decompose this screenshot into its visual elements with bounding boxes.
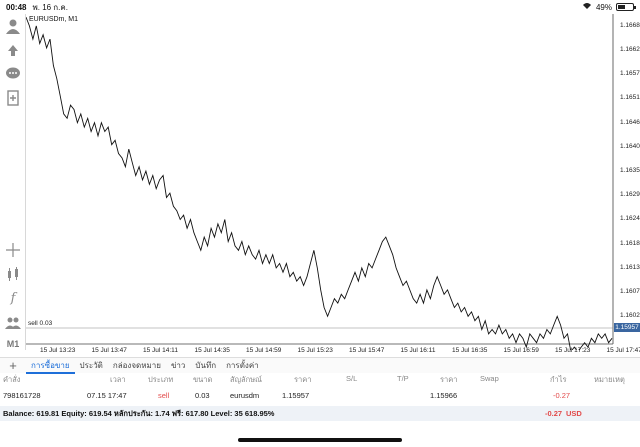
price-tick-label: 1.16625 (620, 46, 640, 54)
table-header: คำสั่ง เวลา ประเภท ขนาด สัญลักษณ์ ราคา S… (0, 374, 640, 388)
col-sl: S/L (346, 374, 358, 383)
time-tick-label: 15 Jul 15:23 (297, 347, 333, 354)
crosshair-icon[interactable] (5, 242, 21, 258)
chart-canvas (26, 14, 614, 350)
col-cur-price: ราคา (440, 375, 458, 384)
price-tick-label: 1.16350 (620, 167, 640, 175)
tab-news[interactable]: ข่าว (170, 360, 186, 370)
price-tick-label: 1.16020 (620, 312, 640, 320)
add-document-icon[interactable] (5, 90, 21, 106)
col-price: ราคา (294, 375, 312, 384)
price-tick-label: 1.16405 (620, 142, 640, 150)
time-tick-label: 15 Jul 15:47 (349, 347, 385, 354)
tab-mailbox[interactable]: กล่องจดหมาย (112, 360, 161, 370)
timeframe-button[interactable]: M1 (6, 339, 20, 349)
status-time: 00:48 (6, 2, 27, 12)
add-icon[interactable]: + (9, 358, 17, 373)
col-comment: หมายเหตุ (594, 375, 625, 384)
hand-icon[interactable] (5, 42, 21, 58)
col-tp: T/P (397, 374, 409, 383)
status-right: 49% (582, 2, 636, 12)
chart-symbol-label: EURUSDm, M1 (29, 16, 79, 23)
balance-bar: Balance: 619.81 Equity: 619.54 หลักประกั… (0, 406, 640, 421)
tab-settings[interactable]: การตั้งค่า (226, 360, 259, 370)
battery-fill (618, 5, 625, 9)
status-bar: 00:48 พ. 16 ก.ค. 49% (0, 0, 640, 14)
balance-text: Balance: 619.81 Equity: 619.54 หลักประกั… (3, 409, 275, 418)
col-type: ประเภท (148, 375, 174, 384)
terminal-tab-bar: + การซื้อขาย ประวัติ กล่องจดหมาย ข่าว บั… (0, 357, 640, 374)
price-tick-label: 1.16295 (620, 191, 640, 199)
candles-icon[interactable] (5, 266, 21, 282)
order-price: 1.15957 (282, 391, 310, 400)
time-tick-label: 15 Jul 16:59 (503, 347, 539, 354)
battery-icon (616, 3, 636, 11)
col-order: คำสั่ง (3, 375, 21, 384)
sell-order-label: sell 0.03 (28, 320, 53, 327)
price-tick-label: 1.16240 (620, 215, 640, 223)
order-type: sell (158, 391, 170, 400)
price-chart[interactable]: EURUSDm, M1 sell 0.03 1.16680 1.16625 1.16… (26, 14, 640, 354)
people-icon[interactable] (5, 314, 21, 330)
balance-total-profit: -0.27 (545, 409, 563, 418)
col-size: ขนาด (193, 375, 213, 384)
order-id: 798161728 (3, 391, 41, 400)
tab-trade[interactable]: การซื้อขาย (26, 358, 75, 374)
order-time: 07.15 17:47 (87, 391, 127, 400)
price-tick-label: 1.16460 (620, 118, 640, 126)
tab-history[interactable]: ประวัติ (79, 360, 103, 370)
order-symbol: eurusdm (230, 391, 260, 400)
price-tick-label: 1.16680 (620, 21, 640, 29)
price-tick-label: 1.16185 (620, 239, 640, 247)
order-cur-price: 1.15966 (430, 391, 458, 400)
chat-icon[interactable] (5, 66, 21, 82)
left-toolbar: f M1 (0, 14, 26, 350)
home-indicator[interactable] (238, 438, 402, 442)
col-profit: กำไร (550, 375, 567, 384)
col-swap: Swap (480, 374, 499, 383)
price-tick-label: 1.16075 (620, 288, 640, 296)
time-tick-label: 15 Jul 14:11 (143, 347, 178, 354)
status-date: พ. 16 ก.ค. (32, 2, 68, 12)
balance-currency: USD (566, 409, 582, 418)
price-tick-label: 1.16515 (620, 94, 640, 102)
time-tick-label: 15 Jul 16:35 (452, 347, 488, 354)
current-price-tag: 1.15957 (614, 323, 640, 332)
battery-percent: 49% (595, 2, 612, 12)
time-tick-label: 15 Jul 14:59 (246, 347, 282, 354)
col-time: เวลา (110, 375, 126, 384)
col-symbol: สัญลักษณ์ (230, 375, 263, 384)
price-line (26, 16, 613, 350)
time-tick-label: 15 Jul 13:23 (40, 347, 76, 354)
time-tick-label: 15 Jul 14:35 (194, 347, 230, 354)
function-icon[interactable]: f (10, 290, 16, 306)
time-tick-label: 15 Jul 17:47 (606, 347, 640, 354)
time-tick-label: 15 Jul 17:23 (555, 347, 591, 354)
wifi-icon (582, 2, 592, 12)
table-row[interactable]: 798161728 07.15 17:47 sell 0.03 eurusdm … (0, 391, 640, 405)
time-tick-label: 15 Jul 13:47 (91, 347, 127, 354)
order-size: 0.03 (195, 391, 210, 400)
user-icon[interactable] (5, 18, 21, 34)
price-tick-label: 1.16570 (620, 70, 640, 78)
price-tick-label: 1.16130 (620, 263, 640, 271)
order-profit: -0.27 (553, 391, 571, 400)
tab-journal[interactable]: บันทึก (195, 360, 217, 370)
time-tick-label: 15 Jul 16:11 (400, 347, 436, 354)
